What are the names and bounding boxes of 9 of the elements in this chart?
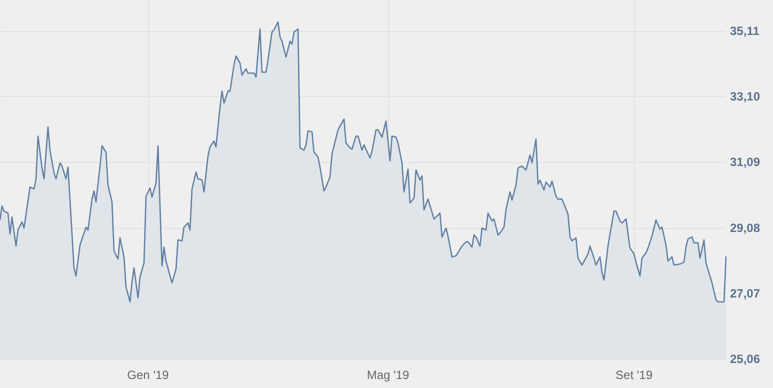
y-tick-label: 35,11: [730, 24, 760, 38]
y-tick-label: 29,08: [730, 220, 760, 235]
y-tick-label: 27,07: [730, 286, 760, 300]
x-tick-label: Gen '19: [127, 368, 170, 382]
y-tick-label: 25,06: [730, 352, 760, 366]
x-tick-label: Set '19: [616, 368, 653, 382]
y-tick-label: 31,09: [730, 155, 760, 170]
x-tick-label: Mag '19: [366, 368, 410, 382]
y-tick-label: 33,10: [730, 90, 760, 104]
